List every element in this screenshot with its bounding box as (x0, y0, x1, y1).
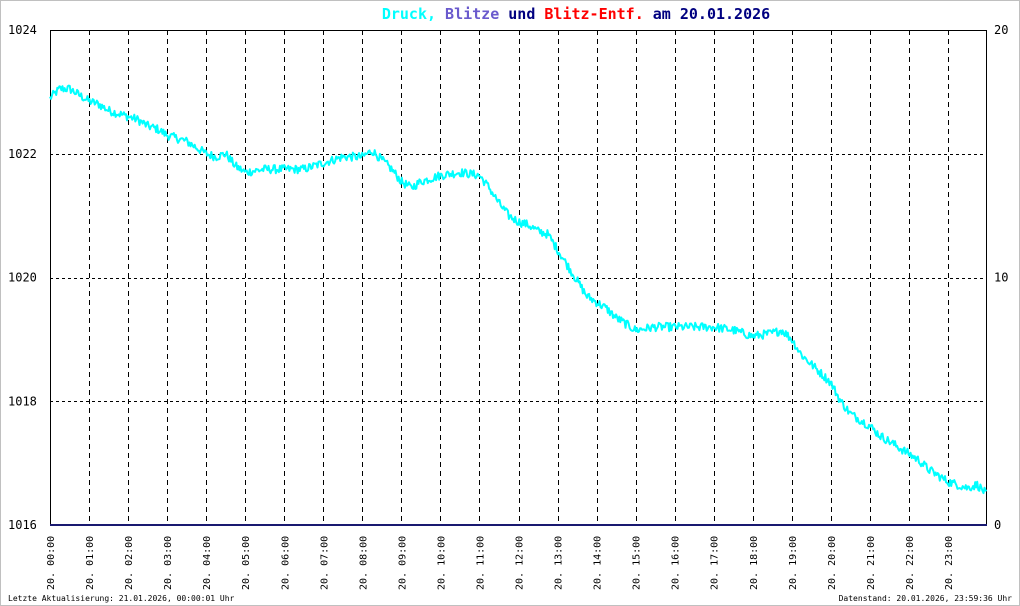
y-left-axis: 1016 1018 1020 1022 1024 (8, 23, 37, 532)
pressure-series-line (49, 84, 988, 495)
x-tick-label: 20. 18:00 (749, 536, 760, 590)
chart-title: Druck, Blitze und Blitz-Entf. am 20.01.2… (382, 5, 770, 23)
x-tick-label: 20. 03:00 (163, 536, 174, 590)
x-tick-label: 20. 14:00 (593, 536, 604, 590)
footer-right: Datenstand: 20.01.2026, 23:59:36 Uhr (839, 594, 1013, 603)
y-right-axis: 0 10 20 (994, 23, 1008, 532)
x-tick-label: 20. 12:00 (515, 536, 526, 590)
grid-lines (50, 30, 987, 525)
x-axis: 20. 00:00 20. 01:00 20. 02:00 20. 03:00 20. … (46, 536, 955, 590)
x-tick-label: 20. 11:00 (475, 536, 486, 590)
footer-left: Letzte Aktualisierung: 21.01.2026, 00:00… (8, 594, 235, 603)
x-tick-label: 20. 23:00 (944, 536, 955, 590)
x-tick-label: 20. 21:00 (866, 536, 877, 590)
x-tick-label: 20. 22:00 (905, 536, 916, 590)
x-tick-label: 20. 02:00 (124, 536, 135, 590)
x-tick-label: 20. 20:00 (827, 536, 838, 590)
title-part: Blitze (436, 5, 499, 23)
x-tick-label: 20. 15:00 (632, 536, 643, 590)
x-tick-label: 20. 07:00 (319, 536, 330, 590)
x-tick-label: 20. 00:00 (46, 536, 57, 590)
x-tick-label: 20. 17:00 (710, 536, 721, 590)
x-tick-label: 20. 05:00 (241, 536, 252, 590)
y-left-tick-label: 1024 (8, 23, 37, 37)
x-tick-label: 20. 08:00 (358, 536, 369, 590)
x-tick-label: 20. 04:00 (202, 536, 213, 590)
y-right-tick-label: 0 (994, 518, 1001, 532)
y-left-tick-label: 1016 (8, 518, 37, 532)
x-tick-label: 20. 06:00 (280, 536, 291, 590)
y-right-tick-label: 20 (994, 23, 1008, 37)
x-tick-label: 20. 16:00 (671, 536, 682, 590)
y-left-tick-label: 1020 (8, 271, 37, 285)
x-tick-label: 20. 13:00 (554, 536, 565, 590)
title-part: Blitz-Entf. (535, 5, 643, 23)
y-left-tick-label: 1022 (8, 147, 37, 161)
series-layer (49, 84, 988, 495)
x-tick-label: 20. 10:00 (436, 536, 447, 590)
x-tick-label: 20. 01:00 (85, 536, 96, 590)
x-tick-label: 20. 19:00 (788, 536, 799, 590)
title-part: und (499, 5, 535, 23)
y-right-tick-label: 10 (994, 271, 1008, 285)
title-part: am 20.01.2026 (644, 5, 770, 23)
title-part: Druck, (382, 5, 436, 23)
y-left-tick-label: 1018 (8, 394, 37, 408)
x-tick-label: 20. 09:00 (397, 536, 408, 590)
